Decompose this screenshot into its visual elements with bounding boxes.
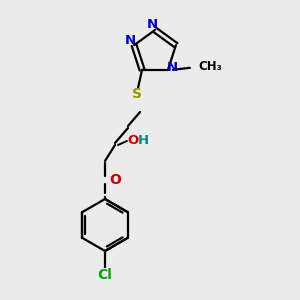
Text: O: O xyxy=(109,173,121,187)
Text: N: N xyxy=(167,61,178,74)
Text: O: O xyxy=(128,134,139,146)
Text: H: H xyxy=(137,134,148,146)
Text: Cl: Cl xyxy=(98,268,112,282)
Text: CH₃: CH₃ xyxy=(198,60,222,73)
Text: S: S xyxy=(132,87,142,101)
Text: N: N xyxy=(124,34,136,47)
Text: N: N xyxy=(146,19,158,32)
